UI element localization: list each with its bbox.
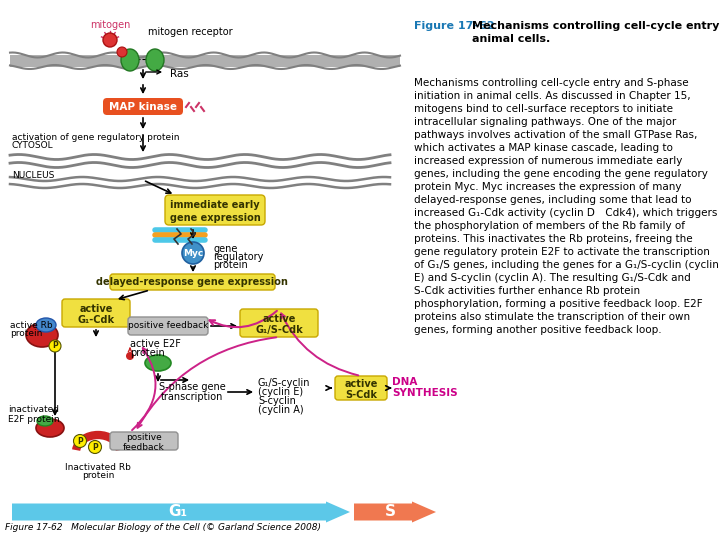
Text: G₁-Cdk: G₁-Cdk	[78, 315, 114, 325]
Text: NUCLEUS: NUCLEUS	[12, 171, 55, 179]
Text: mitogen: mitogen	[90, 20, 130, 30]
Text: Figure 17-62   Molecular Biology of the Cell (© Garland Science 2008): Figure 17-62 Molecular Biology of the Ce…	[5, 523, 321, 532]
Text: CYTOSOL: CYTOSOL	[12, 141, 53, 151]
Text: protein: protein	[82, 471, 114, 481]
Text: P: P	[52, 341, 58, 350]
Ellipse shape	[26, 323, 58, 347]
Ellipse shape	[146, 49, 164, 71]
Text: protein: protein	[130, 348, 165, 358]
Text: gene: gene	[213, 244, 238, 254]
Text: S-cyclin: S-cyclin	[258, 396, 296, 406]
Text: active: active	[344, 379, 378, 389]
Circle shape	[182, 242, 204, 264]
Circle shape	[49, 340, 61, 352]
FancyBboxPatch shape	[335, 376, 387, 400]
Text: Myc: Myc	[183, 248, 203, 258]
Text: G₁: G₁	[168, 504, 188, 519]
Text: Figure 17–62: Figure 17–62	[414, 21, 498, 31]
FancyBboxPatch shape	[110, 432, 178, 450]
FancyBboxPatch shape	[110, 274, 275, 290]
Text: regulatory: regulatory	[213, 252, 264, 262]
Text: S-phase gene: S-phase gene	[158, 382, 225, 392]
Circle shape	[103, 33, 117, 47]
Text: Inactivated Rb: Inactivated Rb	[65, 462, 131, 471]
Ellipse shape	[121, 49, 139, 71]
Text: active Rb: active Rb	[10, 321, 53, 330]
Text: immediate early: immediate early	[170, 200, 260, 210]
Text: positive: positive	[126, 434, 162, 442]
Text: activation of gene regulatory protein: activation of gene regulatory protein	[12, 133, 179, 143]
Text: DNA: DNA	[392, 377, 418, 387]
Text: inactivated: inactivated	[8, 406, 59, 415]
Ellipse shape	[37, 416, 53, 426]
Text: delayed-response gene expression: delayed-response gene expression	[96, 277, 288, 287]
Text: gene expression: gene expression	[170, 213, 261, 223]
Text: SYNTHESIS: SYNTHESIS	[392, 388, 458, 398]
Text: (cyclin A): (cyclin A)	[258, 405, 304, 415]
Circle shape	[89, 441, 102, 454]
Text: Mechanisms controlling cell-cycle entry and S-phase initiation in animal cells. : Mechanisms controlling cell-cycle entry …	[414, 78, 719, 335]
FancyBboxPatch shape	[240, 309, 318, 337]
Text: transcription: transcription	[161, 392, 223, 402]
Text: MAP kinase: MAP kinase	[109, 102, 177, 112]
Text: active E2F: active E2F	[130, 339, 181, 349]
Ellipse shape	[145, 355, 171, 371]
Text: E2F protein: E2F protein	[8, 415, 60, 423]
Text: protein: protein	[213, 260, 248, 270]
Text: active: active	[262, 314, 296, 324]
FancyBboxPatch shape	[103, 98, 183, 115]
Ellipse shape	[36, 318, 56, 332]
FancyBboxPatch shape	[165, 195, 265, 225]
Bar	[10, 55, 400, 67]
Text: G₁/S-cyclin: G₁/S-cyclin	[258, 378, 310, 388]
Text: protein: protein	[10, 329, 42, 339]
Circle shape	[73, 435, 86, 448]
Text: S-Cdk: S-Cdk	[345, 390, 377, 400]
Text: mitogen receptor: mitogen receptor	[148, 27, 233, 37]
Ellipse shape	[36, 419, 64, 437]
Text: G₁/S-Cdk: G₁/S-Cdk	[255, 325, 303, 335]
FancyArrow shape	[354, 502, 436, 523]
FancyArrow shape	[12, 502, 350, 523]
FancyBboxPatch shape	[62, 299, 130, 327]
Text: S: S	[384, 504, 395, 519]
Circle shape	[126, 352, 134, 360]
Text: active: active	[79, 304, 113, 314]
Text: Mechanisms controlling cell-cycle entry and S-phase initiation in
animal cells.: Mechanisms controlling cell-cycle entry …	[472, 21, 720, 44]
Text: Ras: Ras	[170, 69, 189, 79]
Text: (cyclin E): (cyclin E)	[258, 387, 303, 397]
Text: P: P	[77, 436, 83, 446]
Text: feedback: feedback	[123, 443, 165, 453]
Circle shape	[117, 47, 127, 57]
Text: positive feedback: positive feedback	[128, 321, 208, 330]
Text: P: P	[92, 442, 98, 451]
FancyBboxPatch shape	[128, 317, 208, 335]
